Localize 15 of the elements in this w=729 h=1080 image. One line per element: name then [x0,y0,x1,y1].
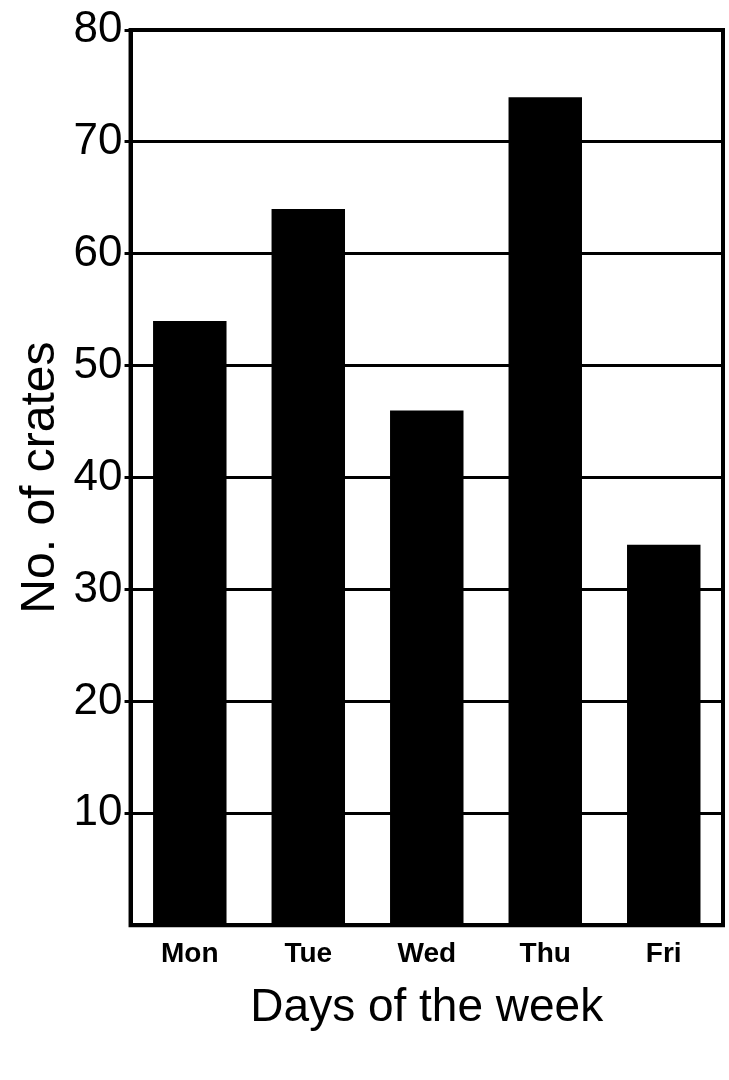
y-tick-label: 40 [73,449,123,499]
y-tick-label: 60 [73,225,123,275]
x-tick-label: Mon [161,936,219,968]
y-tick-label: 70 [73,114,123,164]
y-tick-label: 20 [73,673,123,723]
x-tick-label: Thu [519,936,571,968]
y-tick-label: 30 [73,561,123,611]
y-axis-title: No. of crates [11,341,65,614]
x-tick-label: Fri [645,936,682,968]
y-tick-label: 80 [73,2,123,52]
x-tick-label: Tue [284,936,333,968]
x-tick-label: Wed [397,936,457,968]
y-tick-label: 50 [73,337,123,387]
x-axis-title: Days of the week [250,979,605,1032]
y-tick-label: 10 [73,785,123,835]
